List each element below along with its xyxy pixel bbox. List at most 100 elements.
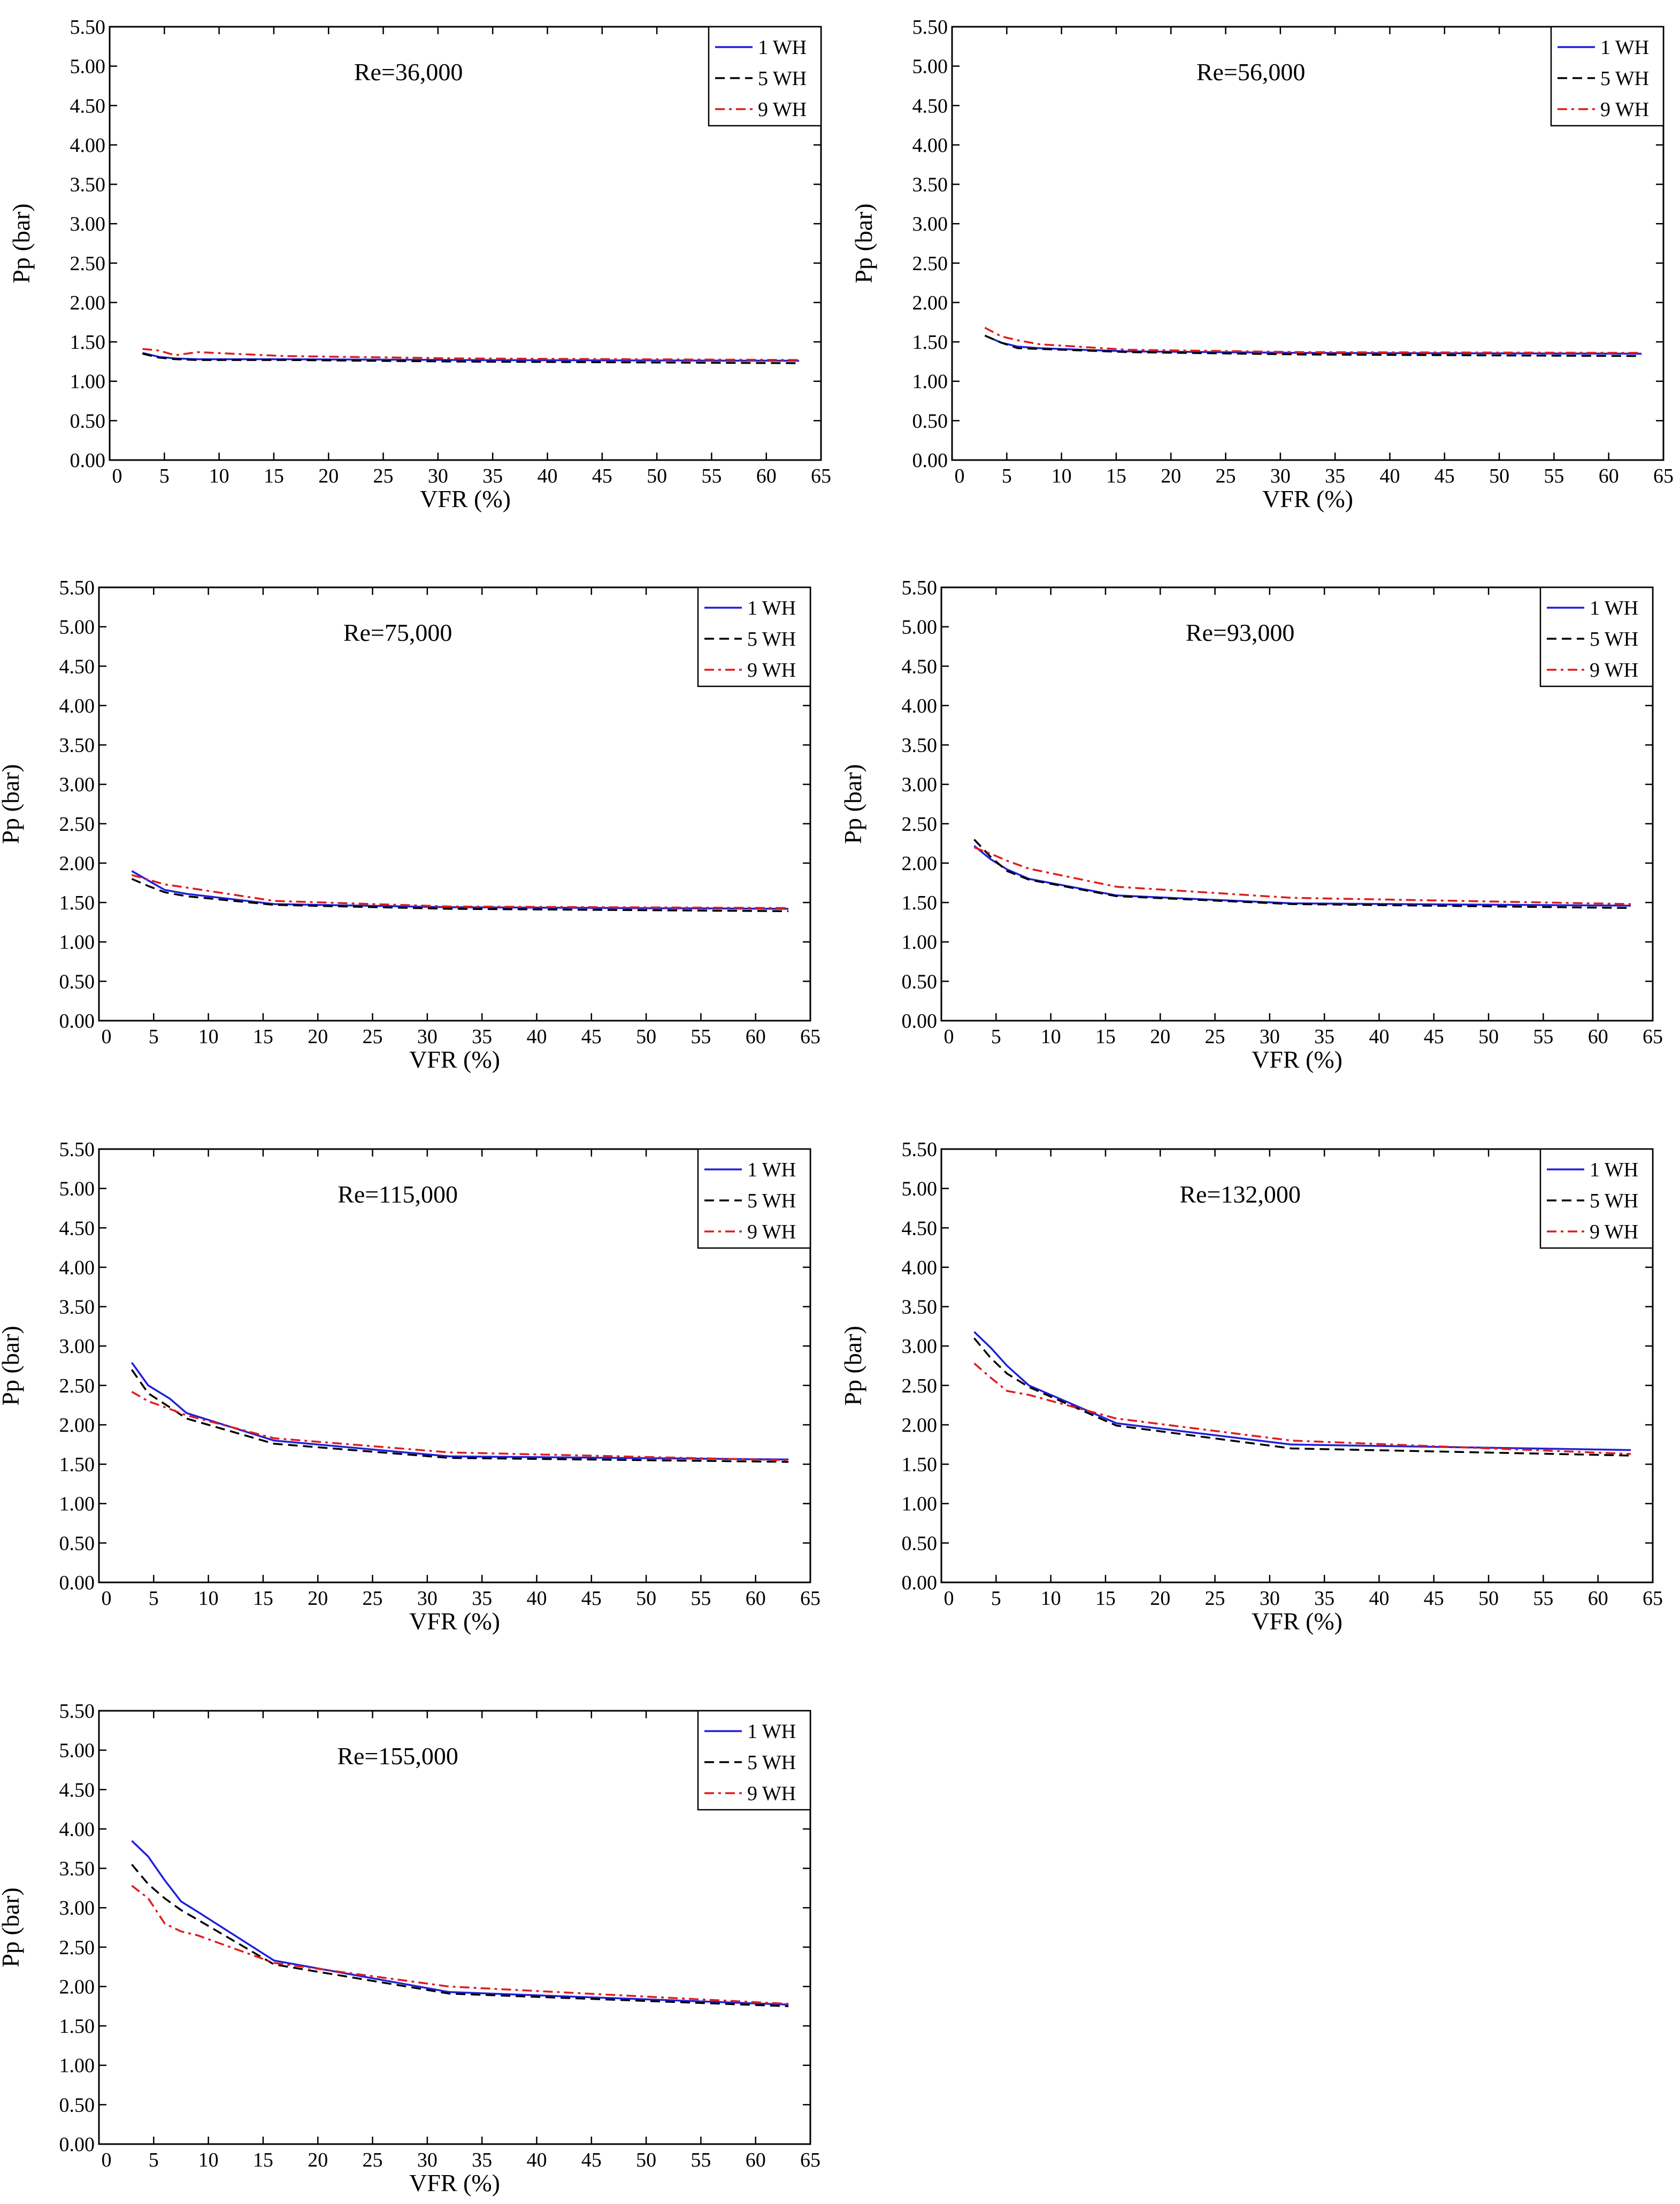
legend-label: 9 WH: [1590, 1221, 1638, 1243]
y-tick-label: 0.50: [902, 1532, 938, 1555]
plot-frame: [98, 1710, 811, 2145]
y-tick-label: 1.50: [59, 892, 95, 914]
x-axis-title: VFR (%): [409, 1046, 500, 1073]
chart-panel-1: 0.00 0.50 1.00 1.50 2.00 2.50 3.00 3.50 4.00 4.50…: [7, 16, 831, 512]
y-tick-label: 0.50: [59, 970, 95, 993]
x-tick-label: 35: [472, 2149, 492, 2171]
reynolds-label: Re=132,000: [1179, 1181, 1301, 1208]
y-tick-label: 3.50: [902, 1296, 938, 1319]
x-tick-label: 25: [363, 2149, 383, 2171]
x-tick-label: 10: [1052, 465, 1072, 487]
x-tick-label: 55: [691, 1587, 711, 1610]
x-tick-label: 20: [308, 1587, 328, 1610]
y-axis-title: Pp (bar): [0, 764, 24, 844]
reynolds-label: Re=75,000: [343, 619, 452, 646]
legend-label: 5 WH: [1590, 628, 1638, 651]
x-tick-label: 45: [1434, 465, 1455, 487]
y-tick-label: 1.50: [59, 1453, 95, 1476]
series-line-5-wh: [973, 839, 1631, 909]
x-tick-label: 65: [800, 1587, 820, 1610]
y-tick-label: 1.50: [912, 331, 948, 354]
series-line-9-wh: [131, 1885, 789, 2005]
y-tick-label: 3.50: [912, 174, 948, 196]
series-line-1-wh: [131, 1362, 789, 1461]
x-tick-label: 45: [1424, 1026, 1444, 1048]
x-tick-label: 15: [253, 2149, 273, 2171]
series-line-9-wh: [142, 348, 800, 361]
x-tick-label: 5: [991, 1587, 1001, 1610]
y-tick-label: 2.00: [70, 292, 106, 314]
y-tick-label: 3.00: [59, 774, 95, 796]
chart-panel-5: 0.00 0.50 1.00 1.50 2.00 2.50 3.00 3.50 4.00 4.50…: [0, 1138, 820, 1635]
y-tick-label: 3.00: [902, 774, 938, 796]
y-tick-label: 4.00: [59, 1257, 95, 1279]
x-tick-label: 50: [1478, 1587, 1499, 1610]
x-tick-label: 30: [1270, 465, 1291, 487]
x-tick-label: 5: [149, 2149, 159, 2171]
y-tick-label: 0.50: [902, 970, 938, 993]
series-line-9-wh: [131, 874, 789, 909]
x-tick-label: 35: [1325, 465, 1345, 487]
legend-label: 9 WH: [747, 1221, 796, 1243]
x-tick-label: 25: [1216, 465, 1236, 487]
x-tick-label: 35: [1314, 1587, 1334, 1610]
series-line-5-wh: [131, 1369, 789, 1463]
y-tick-label: 1.00: [912, 371, 948, 393]
x-tick-label: 55: [1533, 1587, 1553, 1610]
x-tick-label: 65: [800, 1026, 820, 1048]
x-tick-label: 50: [1478, 1026, 1499, 1048]
x-tick-label: 25: [363, 1026, 383, 1048]
chart-panel-3: 0.00 0.50 1.00 1.50 2.00 2.50 3.00 3.50 4.00 4.50…: [0, 577, 820, 1073]
x-tick-label: 60: [746, 1026, 766, 1048]
y-tick-label: 5.50: [59, 1138, 95, 1161]
x-tick-label: 60: [1599, 465, 1619, 487]
y-axis-title: Pp (bar): [839, 1326, 866, 1405]
x-tick-label: 45: [1424, 1587, 1444, 1610]
x-tick-label: 30: [1260, 1587, 1280, 1610]
x-axis-title: VFR (%): [1252, 1046, 1343, 1073]
x-tick-label: 55: [701, 465, 722, 487]
x-tick-label: 0: [112, 465, 122, 487]
legend-box: [697, 1710, 811, 1811]
x-tick-label: 50: [636, 1026, 656, 1048]
y-tick-label: 1.00: [902, 931, 938, 954]
y-tick-label: 3.00: [912, 213, 948, 235]
y-tick-label: 4.50: [59, 655, 95, 678]
series-line-9-wh: [984, 327, 1642, 354]
y-tick-label: 0.50: [59, 1532, 95, 1555]
x-tick-label: 55: [1544, 465, 1564, 487]
legend-label: 1 WH: [747, 1720, 796, 1743]
x-tick-label: 55: [1533, 1026, 1553, 1048]
x-tick-label: 50: [1489, 465, 1509, 487]
x-tick-label: 25: [363, 1587, 383, 1610]
y-tick-label: 1.00: [902, 1493, 938, 1516]
x-tick-label: 30: [428, 465, 448, 487]
y-tick-label: 5.00: [59, 616, 95, 639]
x-tick-label: 25: [1205, 1026, 1225, 1048]
x-tick-label: 65: [800, 2149, 820, 2171]
legend-label: 5 WH: [747, 1751, 796, 1774]
y-axis-title: Pp (bar): [0, 1887, 24, 1967]
y-tick-label: 5.00: [902, 1178, 938, 1200]
y-tick-label: 0.00: [59, 1572, 95, 1594]
plot-frame: [109, 26, 822, 461]
x-tick-label: 40: [1379, 465, 1400, 487]
plot-frame: [951, 26, 1664, 461]
x-tick-label: 15: [253, 1026, 273, 1048]
x-tick-label: 15: [1095, 1026, 1116, 1048]
legend-label: 1 WH: [747, 1159, 796, 1181]
legend-label: 1 WH: [747, 597, 796, 619]
y-axis-title: Pp (bar): [850, 203, 877, 283]
y-tick-label: 2.50: [902, 1375, 938, 1397]
series-line-5-wh: [131, 878, 789, 913]
x-tick-label: 5: [149, 1587, 159, 1610]
y-tick-label: 0.00: [70, 449, 106, 472]
x-axis-title: VFR (%): [420, 485, 511, 512]
legend-label: 1 WH: [1590, 597, 1638, 619]
y-tick-label: 2.00: [902, 852, 938, 875]
legend: 1 WH 5 WH 9 WH: [697, 1148, 811, 1249]
y-tick-label: 5.50: [59, 577, 95, 599]
y-tick-label: 1.00: [59, 931, 95, 954]
x-tick-label: 15: [1106, 465, 1126, 487]
y-axis-title: Pp (bar): [0, 1326, 24, 1405]
